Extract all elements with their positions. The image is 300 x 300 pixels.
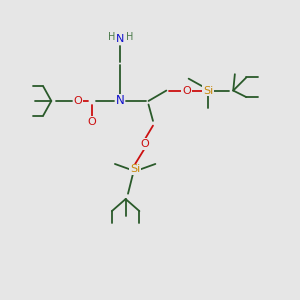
- Text: O: O: [182, 85, 191, 96]
- Text: Si: Si: [203, 85, 213, 96]
- Text: N: N: [116, 34, 124, 44]
- Text: N: N: [116, 94, 125, 107]
- Text: O: O: [74, 96, 82, 106]
- Text: Si: Si: [130, 164, 140, 174]
- Text: O: O: [140, 139, 149, 149]
- Text: O: O: [88, 117, 96, 127]
- Text: H: H: [108, 32, 115, 42]
- Text: H: H: [126, 32, 134, 42]
